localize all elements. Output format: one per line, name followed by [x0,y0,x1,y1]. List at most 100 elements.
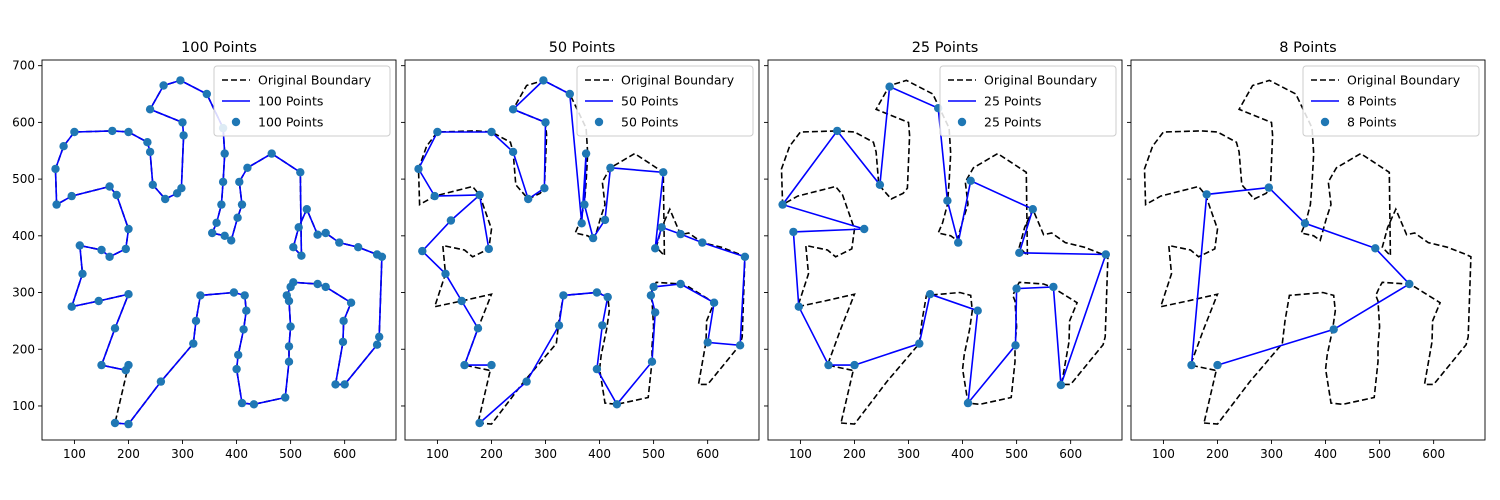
y-tick-label: 600 [12,115,35,129]
scatter-point [554,321,564,330]
scatter-point [105,182,114,191]
scatter-point [559,291,568,300]
scatter-point [178,118,187,127]
scatter-point [237,200,247,209]
plot-area [51,76,387,429]
legend: Original Boundary 25 Points 25 Points [939,65,1117,137]
scatter-point [1028,205,1038,214]
scatter-point [647,357,657,366]
scatter-point [243,163,252,172]
legend-box [939,65,1117,137]
scatter-point [313,279,322,289]
plot-area [414,76,750,428]
x-tick-label: 500 [1368,447,1391,461]
scatter-point [473,324,483,333]
scatter-point [108,126,117,136]
axes-frame [767,59,1123,441]
scatter-point [313,230,322,239]
scatter-point [581,149,591,158]
x-tick-label: 400 [951,447,974,461]
scatter-point [954,238,963,247]
scatter-point [372,250,382,259]
scatter-point [240,291,249,300]
scatter-point [588,233,598,243]
subplot-3: 25 Points 100 200 300 400 500 600 Original Boun… [764,40,1123,461]
scatter-point [124,127,133,137]
scatter-point [52,200,61,209]
x-tick-label: 500 [642,447,665,461]
scatter-point [475,418,484,428]
scatter-point [541,118,550,127]
scatter-point [1056,380,1066,390]
x-tick-label: 100 [789,447,812,461]
legend-box [1302,65,1480,137]
legend-label: Original Boundary [258,73,372,88]
scatter-point [603,292,612,302]
scatter-point [487,127,496,137]
legend-label: 50 Points [621,94,678,109]
scatter-point [1011,341,1020,350]
scatter-point [1202,190,1211,199]
y-tick-label: 700 [12,59,35,73]
scatter-point [524,194,533,204]
scatter-point [237,398,247,408]
x-tick-label: 400 [588,447,611,461]
scatter-point [289,243,298,252]
scatter-point [676,279,685,289]
x-tick-label: 200 [117,447,140,461]
scatter-point [233,213,242,222]
x-tick-label: 300 [171,447,194,461]
scatter-point [600,215,610,225]
scatter-point [302,205,311,214]
scatter-point [335,238,344,247]
scatter-point [176,76,185,85]
scatter-point [676,229,685,239]
scatter-point [202,89,211,99]
scatter-point [508,147,518,157]
scatter-point [220,149,229,158]
scatter-point [433,127,442,137]
scatter-point [484,244,493,254]
scatter-point [659,168,668,177]
scatter-point [281,393,290,402]
scatter-point [577,219,586,228]
axes-frame [404,59,760,441]
legend-label: 100 Points [258,94,323,109]
scatter-point [850,360,859,370]
scatter-point [1015,248,1024,257]
scatter-point [372,340,382,349]
scatter-point [1049,282,1058,292]
scatter-point [220,231,229,240]
scatter-point [1405,279,1414,289]
subplot-title: 100 Points [181,40,257,56]
scatter-point [234,350,243,360]
scatter-point [124,419,133,429]
scatter-point [227,236,236,245]
x-tick-label: 100 [426,447,449,461]
y-tick-label: 400 [12,229,35,243]
plot-area [1143,79,1472,425]
scatter-point [735,341,745,350]
scatter-point [75,241,85,250]
scatter-point [232,364,241,374]
original-boundary-line [1143,79,1472,425]
scatter-point [649,282,658,292]
scatter-point [59,142,68,151]
x-tick-label: 400 [1314,447,1337,461]
y-tick-label: 300 [12,286,35,300]
scatter-point [105,252,114,261]
scatter-point [1300,219,1310,228]
scatter-point [441,269,450,278]
scatter-point [354,243,363,252]
x-tick-label: 300 [897,447,920,461]
scatter-point [860,224,869,234]
scatter-point [833,126,842,136]
x-tick-label: 200 [1206,447,1229,461]
scatter-point [539,76,548,85]
scatter-point [1187,360,1196,370]
scatter-point [592,288,602,297]
scatter-point [97,245,106,255]
y-tick-label: 100 [12,399,35,413]
axes-frame [41,59,397,441]
